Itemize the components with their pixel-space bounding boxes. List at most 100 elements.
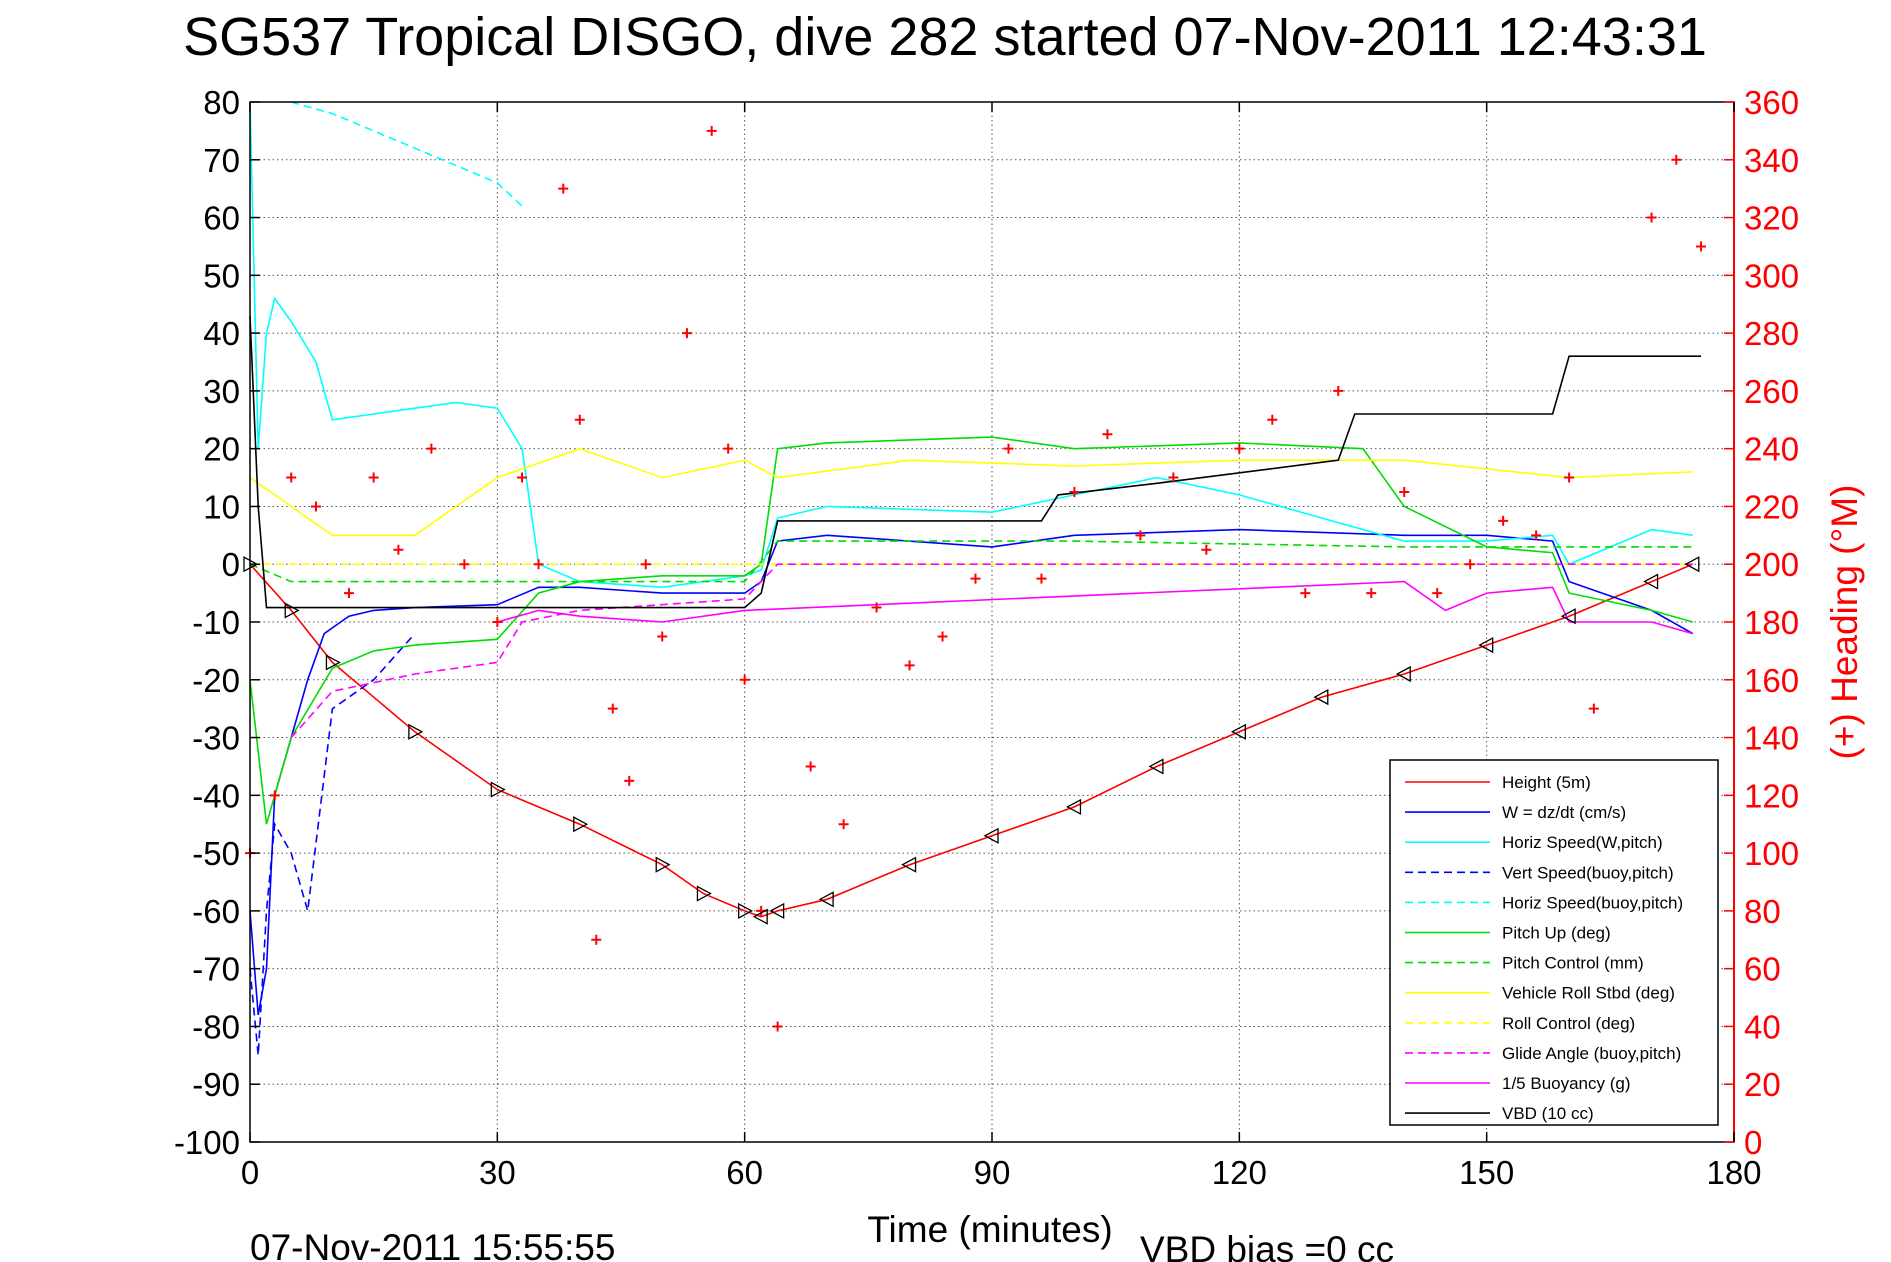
height-marker (818, 891, 834, 908)
y-axis-right-label: (+) Heading (°M) (1824, 485, 1865, 760)
heading-point (574, 414, 585, 425)
series-vehicle-roll-stbd-deg (249, 447, 1693, 537)
height-marker (1643, 573, 1659, 590)
y-tick-label-right: 340 (1744, 142, 1799, 179)
y-tick-label-right: 20 (1744, 1066, 1781, 1103)
heading-point (624, 775, 635, 786)
heading-point (1234, 443, 1245, 454)
height-marker (1395, 665, 1411, 683)
x-tick-label: 0 (241, 1154, 259, 1191)
y-tick-label-left: 80 (203, 84, 240, 121)
heading-point (657, 631, 668, 642)
y-tick-label-right: 200 (1744, 546, 1799, 583)
heading-point (533, 559, 544, 570)
heading-point (1671, 154, 1682, 165)
heading-point (937, 631, 948, 642)
y-tick-label-right: 360 (1744, 84, 1799, 121)
heading-point (368, 472, 379, 483)
heading-point (1069, 487, 1080, 497)
y-tick-label-right: 60 (1744, 951, 1781, 988)
series-layer (243, 101, 1707, 1056)
x-tick-label: 90 (974, 1154, 1011, 1191)
series-vert-speed-buoy-pitch (249, 633, 416, 1056)
legend-label: Height (5m) (1502, 773, 1591, 792)
heading-point (1333, 385, 1344, 396)
legend-item: Pitch Up (deg) (1405, 924, 1611, 943)
series-pitch-control-mm (249, 540, 1693, 583)
height-marker (752, 908, 768, 925)
heading-point (393, 544, 404, 555)
height-marker (1478, 637, 1494, 654)
legend-item: Vert Speed(buoy,pitch) (1405, 863, 1674, 882)
legend-item: Horiz Speed(buoy,pitch) (1405, 893, 1683, 912)
heading-point (1564, 472, 1575, 483)
legend-entries: Height (5m) W = dz/dt (cm/s) Horiz Speed(W… (1405, 773, 1683, 1123)
height-marker (901, 856, 917, 873)
y-tick-label-right: 80 (1744, 893, 1781, 930)
y-tick-label-left: -40 (192, 777, 240, 814)
heading-point (739, 674, 750, 685)
y-tick-label-left: 20 (203, 431, 240, 468)
heading-point (1646, 212, 1657, 223)
heading-point (1102, 429, 1113, 440)
heading-point (286, 472, 297, 483)
footer-timestamp: 07-Nov-2011 15:55:55 (250, 1227, 615, 1262)
y-tick-label-left: 60 (203, 200, 240, 237)
legend-label: Vert Speed(buoy,pitch) (1502, 863, 1674, 882)
legend-label: 1/5 Buoyancy (g) (1502, 1074, 1631, 1093)
heading-point (1531, 530, 1542, 541)
y-tick-label-right: 300 (1744, 257, 1799, 294)
heading-point (681, 328, 692, 339)
y-tick-label-left: -60 (192, 893, 240, 930)
height-marker (738, 902, 754, 919)
y-tick-label-left: 0 (222, 546, 240, 583)
height-marker (573, 816, 589, 833)
series-1-5-buoyancy-g (497, 580, 1694, 635)
y-tick-label-right: 280 (1744, 315, 1799, 352)
x-tick-label: 150 (1459, 1154, 1514, 1191)
legend: Height (5m) W = dz/dt (cm/s) Horiz Speed(W… (1389, 759, 1719, 1126)
y-tick-label-right: 220 (1744, 488, 1799, 525)
legend-item: Roll Control (deg) (1405, 1014, 1635, 1033)
heading-point (640, 559, 651, 570)
series-w-dz-dt-cm-s (249, 528, 1694, 1016)
y-tick-label-left: -90 (192, 1066, 240, 1103)
series-heading (245, 125, 1707, 1032)
legend-label: Pitch Up (deg) (1502, 924, 1611, 943)
height-marker (490, 781, 506, 798)
legend-item: 1/5 Buoyancy (g) (1405, 1074, 1631, 1093)
legend-item: Pitch Control (mm) (1405, 954, 1644, 973)
legend-label: Pitch Control (mm) (1502, 954, 1644, 973)
y-tick-label-right: 140 (1744, 720, 1799, 757)
y-tick-label-left: -50 (192, 835, 240, 872)
heading-point (1201, 544, 1212, 555)
y-tick-label-right: 320 (1744, 200, 1799, 237)
height-marker (769, 902, 785, 919)
height-marker (1230, 723, 1246, 740)
heading-point (558, 183, 569, 194)
height-markers (243, 556, 1700, 925)
heading-point (1036, 573, 1047, 584)
heading-point (607, 703, 618, 714)
heading-point (1588, 703, 1599, 714)
series-pitch-up-deg (249, 436, 1694, 825)
heading-point (310, 501, 321, 512)
heading-point (1003, 443, 1014, 454)
y-tick-label-left: -10 (192, 604, 240, 641)
legend-item: VBD (10 cc) (1405, 1104, 1594, 1123)
legend-label: W = dz/dt (cm/s) (1502, 803, 1626, 822)
chart-title: SG537 Tropical DISGO, dive 282 started 0… (183, 7, 1707, 67)
legend-label: Horiz Speed(W,pitch) (1502, 833, 1663, 852)
y-tick-label-left: 40 (203, 315, 240, 352)
y-tick-label-right: 240 (1744, 431, 1799, 468)
heading-point (517, 472, 528, 483)
height-marker (1148, 758, 1164, 775)
y-tick-label-left: 50 (203, 257, 240, 294)
height-marker (1313, 689, 1329, 706)
heading-point (1168, 472, 1179, 483)
height-marker (696, 885, 712, 902)
legend-box (1389, 759, 1719, 1126)
heading-point (772, 1021, 783, 1032)
legend-item: Vehicle Roll Stbd (deg) (1405, 984, 1675, 1003)
